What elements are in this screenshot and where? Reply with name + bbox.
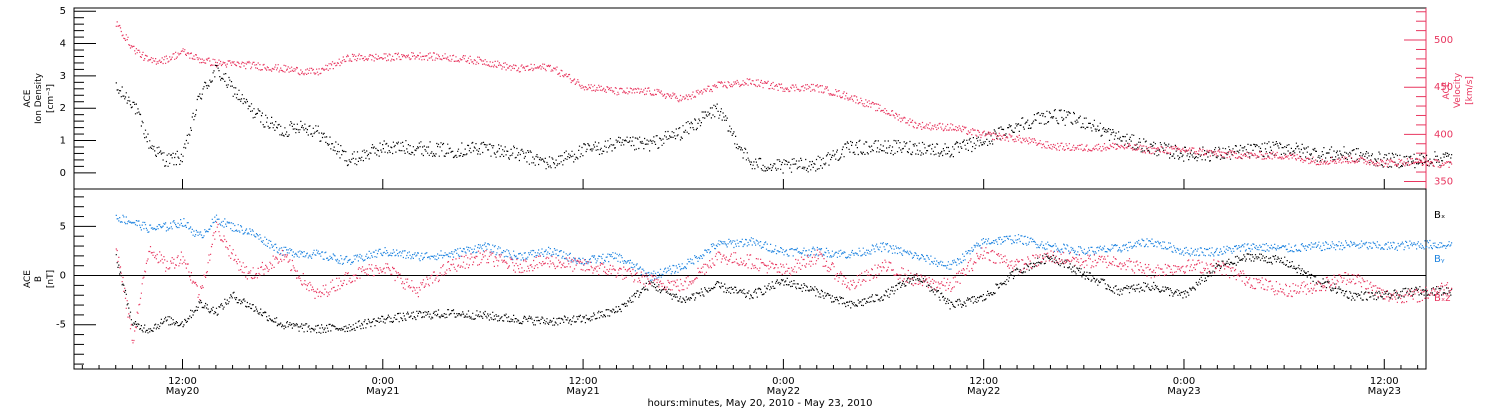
- density-title-unit: [cm⁻³]: [46, 84, 56, 113]
- date-tick-label: May22: [767, 386, 800, 397]
- velocity-axis-title: ACE Velocity [km/s]: [1442, 72, 1475, 108]
- b-tick-label: 5: [60, 221, 66, 232]
- density-tick-label: 4: [60, 39, 66, 50]
- time-tick-label: 0:00: [372, 376, 394, 387]
- b-components-legend: Bₓ Bᵧ Bₓz: [1434, 210, 1451, 304]
- density-title-line: Ion Density: [34, 72, 44, 124]
- legend-by: Bᵧ: [1434, 254, 1445, 265]
- date-tick-label: May21: [366, 386, 399, 397]
- date-tick-label: May22: [967, 386, 1000, 397]
- b-axis-title: ACE B [nT]: [23, 270, 56, 288]
- b-title-unit: [nT]: [46, 270, 56, 288]
- density-tick-label: 2: [60, 103, 66, 114]
- b-tick-label: -5: [56, 320, 66, 331]
- time-axis: 12:00May200:00May2112:00May210:00May2212…: [81, 179, 1419, 397]
- velocity-tick-label: 450: [1434, 82, 1453, 93]
- velocity-tick-label: 400: [1434, 129, 1453, 140]
- density-tick-label: 3: [60, 71, 66, 82]
- time-tick-label: 12:00: [569, 376, 598, 387]
- density-axis-title: ACE Ion Density [cm⁻³]: [23, 72, 56, 124]
- density-tick-label: 0: [60, 168, 66, 179]
- velocity-tick-label: 500: [1434, 35, 1453, 46]
- bx-series: [115, 253, 1453, 334]
- legend-bz: Bₓz: [1434, 293, 1451, 304]
- velocity-title-line: Velocity: [1453, 72, 1463, 108]
- by-series: [115, 214, 1453, 281]
- b-title-line: ACE: [23, 270, 33, 288]
- time-tick-label: 0:00: [772, 376, 794, 387]
- velocity-title-line: ACE: [1442, 81, 1452, 99]
- b-title-line: B: [34, 276, 44, 282]
- time-tick-label: 12:00: [1370, 376, 1399, 387]
- date-tick-label: May21: [566, 386, 599, 397]
- density-tick-label: 5: [60, 6, 66, 17]
- velocity-title-unit: [km/s]: [1465, 76, 1475, 105]
- velocity-tick-label: 350: [1434, 176, 1453, 187]
- date-tick-label: May23: [1167, 386, 1200, 397]
- density-title-line: ACE: [23, 89, 33, 107]
- date-tick-label: May20: [166, 386, 199, 397]
- time-axis-title: hours:minutes, May 20, 2010 - May 23, 20…: [647, 398, 872, 409]
- legend-bx: Bₓ: [1434, 210, 1445, 221]
- b-tick-label: 0: [60, 271, 66, 282]
- time-tick-label: 12:00: [168, 376, 197, 387]
- time-tick-label: 0:00: [1173, 376, 1195, 387]
- date-tick-label: May23: [1368, 386, 1401, 397]
- time-tick-label: 12:00: [969, 376, 998, 387]
- density-tick-label: 1: [60, 136, 66, 147]
